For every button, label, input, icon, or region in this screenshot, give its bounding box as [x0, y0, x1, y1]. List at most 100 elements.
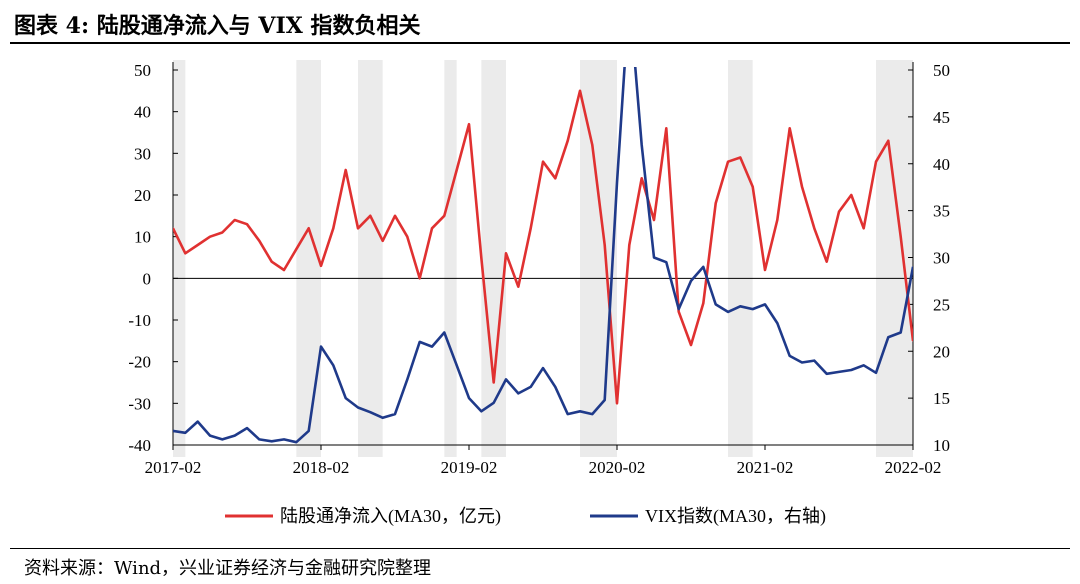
right-tick-label: 10: [933, 436, 950, 455]
source-rule: [10, 548, 1070, 549]
data-point: [344, 169, 347, 171]
data-point: [603, 399, 606, 401]
data-point: [184, 432, 187, 434]
left-tick-label: -30: [128, 394, 151, 413]
data-point: [258, 438, 261, 441]
data-point: [727, 311, 729, 313]
right-tick-label: 25: [933, 295, 950, 314]
data-point: [579, 90, 581, 92]
data-point: [776, 219, 779, 221]
right-tick-label: 30: [933, 249, 950, 268]
data-point: [307, 227, 310, 230]
left-tick-label: 50: [134, 61, 151, 80]
data-point: [566, 413, 569, 415]
data-point: [640, 144, 643, 146]
shaded-period: [728, 60, 753, 457]
data-point: [825, 373, 828, 375]
data-point: [529, 386, 532, 388]
shaded-period: [444, 60, 457, 457]
data-point: [517, 392, 520, 395]
shaded-period: [358, 60, 383, 457]
data-point: [542, 160, 544, 163]
data-point: [443, 331, 446, 334]
data-point: [751, 185, 754, 188]
data-point: [801, 185, 803, 188]
right-tick-label: 45: [933, 108, 950, 127]
data-point: [850, 194, 853, 196]
data-point: [468, 123, 470, 125]
data-point: [653, 256, 655, 259]
data-point: [813, 359, 816, 362]
data-point: [394, 413, 396, 415]
data-point: [554, 177, 557, 180]
shaded-period: [876, 60, 913, 457]
data-point: [591, 413, 594, 415]
data-point: [665, 127, 668, 130]
right-tick-label: 50: [933, 61, 950, 80]
data-point: [394, 215, 396, 217]
data-point: [369, 411, 372, 414]
data-point: [788, 355, 791, 357]
data-point: [283, 438, 285, 441]
data-point: [702, 266, 705, 268]
data-point: [381, 417, 384, 419]
x-tick-label: 2019-02: [441, 458, 498, 477]
data-point: [554, 386, 557, 388]
data-point: [283, 269, 285, 271]
left-tick-label: 30: [134, 144, 151, 163]
data-point: [307, 430, 310, 432]
data-point: [690, 280, 692, 282]
data-point: [764, 303, 766, 306]
legend-label: VIX指数(MA30，右轴): [645, 506, 826, 527]
data-point: [912, 266, 913, 268]
data-point: [788, 127, 791, 130]
data-point: [899, 235, 902, 238]
data-point: [665, 261, 668, 264]
x-tick-label: 2022-02: [885, 458, 942, 477]
data-point: [431, 227, 433, 230]
title-rule: [10, 42, 1070, 44]
data-point: [295, 441, 298, 444]
data-point: [714, 202, 717, 205]
chart-title: 图表 4: 陆股通净流入与 VIX 指数负相关: [14, 13, 421, 39]
left-tick-label: -40: [128, 436, 151, 455]
data-point: [677, 310, 680, 313]
data-point: [418, 277, 421, 280]
data-point: [603, 244, 606, 246]
data-point: [838, 210, 840, 213]
data-point: [246, 427, 248, 429]
data-point: [825, 260, 828, 263]
data-point: [751, 308, 754, 310]
shaded-period: [580, 60, 617, 457]
data-point: [542, 367, 544, 369]
data-point: [332, 364, 335, 367]
right-tick-label: 40: [933, 155, 950, 174]
data-point: [320, 345, 322, 348]
data-point: [640, 177, 643, 180]
data-point: [320, 265, 322, 267]
left-tick-label: 20: [134, 186, 151, 205]
data-point: [184, 252, 187, 255]
data-point: [616, 181, 618, 184]
data-point: [862, 364, 865, 367]
data-point: [579, 410, 581, 413]
data-point: [258, 240, 261, 242]
data-point: [344, 397, 347, 399]
right-tick-label: 15: [933, 389, 950, 408]
data-point: [529, 227, 532, 230]
data-point: [431, 345, 433, 348]
data-point: [739, 156, 742, 159]
chart-legend: 陆股通净流入(MA30，亿元) VIX指数(MA30，右轴): [225, 506, 826, 527]
data-point: [690, 344, 692, 346]
data-point: [381, 240, 384, 242]
data-point: [455, 364, 458, 367]
data-point: [887, 140, 890, 142]
data-point: [246, 223, 248, 225]
data-point: [468, 397, 470, 399]
data-point: [221, 231, 224, 234]
data-point: [492, 402, 495, 404]
shaded-period: [173, 60, 186, 457]
chart-canvas: 50 40 30 20 10 0 -10 -20 -30 -40 50 45 40 35 30 25 20 15 1…: [128, 60, 950, 527]
series-line-vix: [173, 67, 913, 444]
data-point: [566, 140, 569, 142]
